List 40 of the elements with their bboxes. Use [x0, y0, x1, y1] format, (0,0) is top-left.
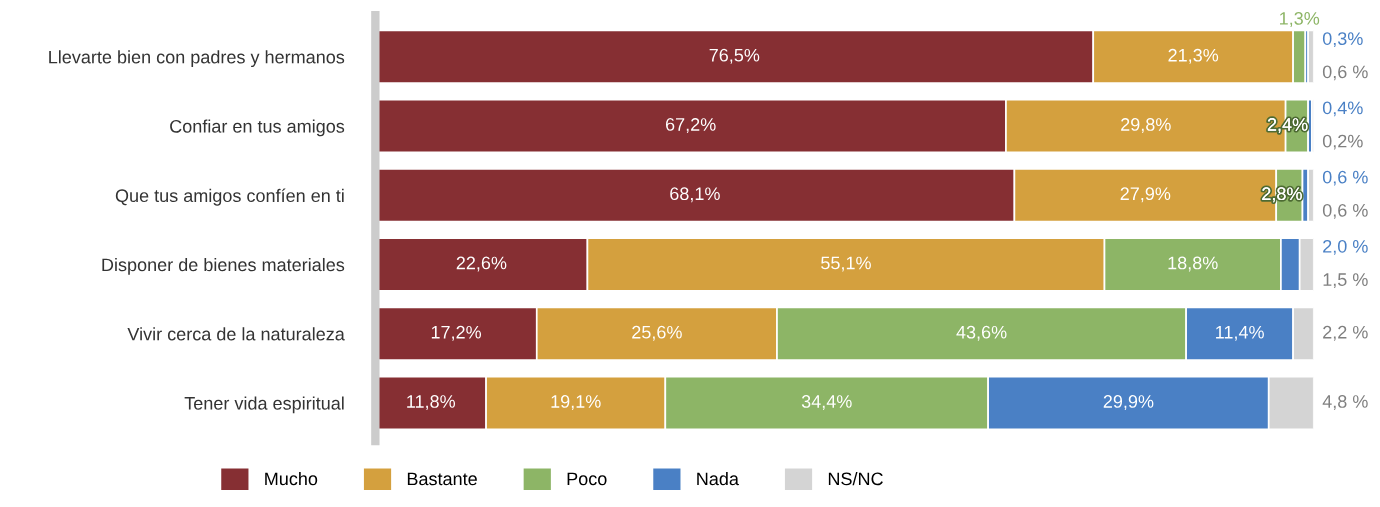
y-tick-label: Confiar en tus amigos — [170, 119, 345, 137]
y-tick-label: Llevarte bien con padres y hermanos — [49, 50, 345, 68]
data-label: 27,9% — [1120, 187, 1171, 203]
bar — [1307, 29, 1314, 84]
data-label: 25,6% — [632, 325, 682, 341]
y-tick-label: Disponer de bienes materiales — [102, 257, 345, 275]
data-label: 1,5 % — [1323, 273, 1368, 289]
data-label: 0,4% — [1322, 101, 1363, 117]
data-label: 1,3% — [1280, 12, 1320, 27]
data-label: 29,9% — [1103, 395, 1154, 410]
data-label: 2,2 % — [1323, 325, 1368, 341]
data-label: 43,6% — [956, 325, 1007, 341]
data-label: 2,0 % — [1323, 239, 1368, 255]
legend-label: Nada — [697, 471, 739, 486]
data-label: 22,6% — [456, 256, 507, 272]
data-label: 11,4% — [1216, 325, 1264, 341]
data-label: 68,1% — [670, 187, 720, 203]
data-label: 18,8% — [1168, 256, 1218, 272]
data-label: 67,2% — [665, 118, 716, 133]
legend-label: NS/NC — [828, 471, 883, 486]
y-tick-label: Vivir cerca de la naturaleza — [127, 327, 345, 341]
legend-label: Mucho — [265, 471, 318, 486]
y-tick-label: Tener vida espiritual — [184, 396, 344, 414]
legend-label: Bastante — [407, 472, 477, 486]
data-label: 29,8% — [1121, 118, 1171, 133]
data-label: 76,5% — [709, 48, 760, 64]
data-label: 21,3% — [1168, 48, 1219, 64]
data-label: 19,1% — [551, 395, 601, 410]
data-label: 0,3% — [1322, 32, 1363, 48]
data-label: 4,8 % — [1322, 395, 1368, 410]
legend-label: Poco — [567, 472, 607, 486]
y-tick-label: Que tus amigos confíen en ti — [115, 188, 344, 206]
data-label: 11,8% — [407, 395, 456, 410]
data-label: 34,4% — [801, 395, 852, 410]
data-label: 55,1% — [821, 256, 871, 272]
data-label: 0,6 % — [1322, 170, 1368, 186]
data-label: 0,2% — [1322, 134, 1363, 150]
data-label: 17,2% — [431, 325, 482, 341]
data-label: 0,6 % — [1322, 65, 1368, 81]
data-label: 0,6 % — [1322, 203, 1368, 219]
